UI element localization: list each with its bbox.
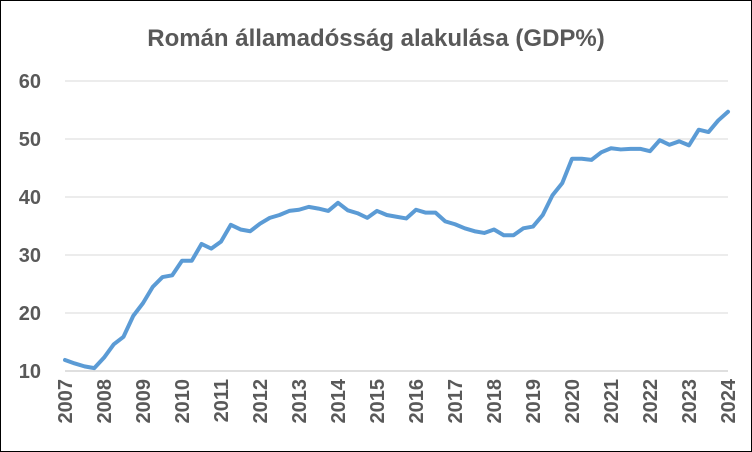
x-tick-label: 2023 [679,379,701,424]
x-tick-label: 2019 [523,379,545,424]
x-tick-label: 2014 [328,378,350,423]
y-tick-label: 10 [19,361,41,383]
y-tick-label: 50 [19,129,41,151]
x-tick-label: 2008 [94,379,116,424]
x-tick-label: 2012 [250,379,272,424]
y-tick-label: 20 [19,303,41,325]
x-tick-label: 2010 [172,379,194,424]
gridlines [65,80,728,314]
x-tick-label: 2013 [289,379,311,424]
x-tick-label: 2020 [562,379,584,424]
x-tick-label: 2009 [133,379,155,424]
x-axis-tick-labels: 2007 2008 2009 2010 2011 2012 2013 2014 2015 2016… [55,378,740,423]
x-tick-label: 2015 [367,379,389,424]
y-tick-label: 30 [19,245,41,267]
x-tick-label: 2007 [55,379,77,424]
x-tick-label: 2018 [484,379,506,424]
y-tick-label: 60 [19,71,41,93]
x-tick-label: 2022 [640,379,662,424]
chart-title: Román államadósság alakulása (GDP%) [147,25,605,52]
x-tick-label: 2016 [406,379,428,424]
x-tick-label: 2017 [445,379,467,424]
x-tick-label: 2011 [211,379,233,422]
y-axis-tick-labels: 10 20 30 40 50 60 [19,71,41,383]
series-line [63,109,730,371]
x-tick-label: 2021 [601,379,623,424]
y-tick-label: 40 [19,187,41,209]
series-group [63,109,730,371]
x-tick-label: 2024 [718,378,740,423]
